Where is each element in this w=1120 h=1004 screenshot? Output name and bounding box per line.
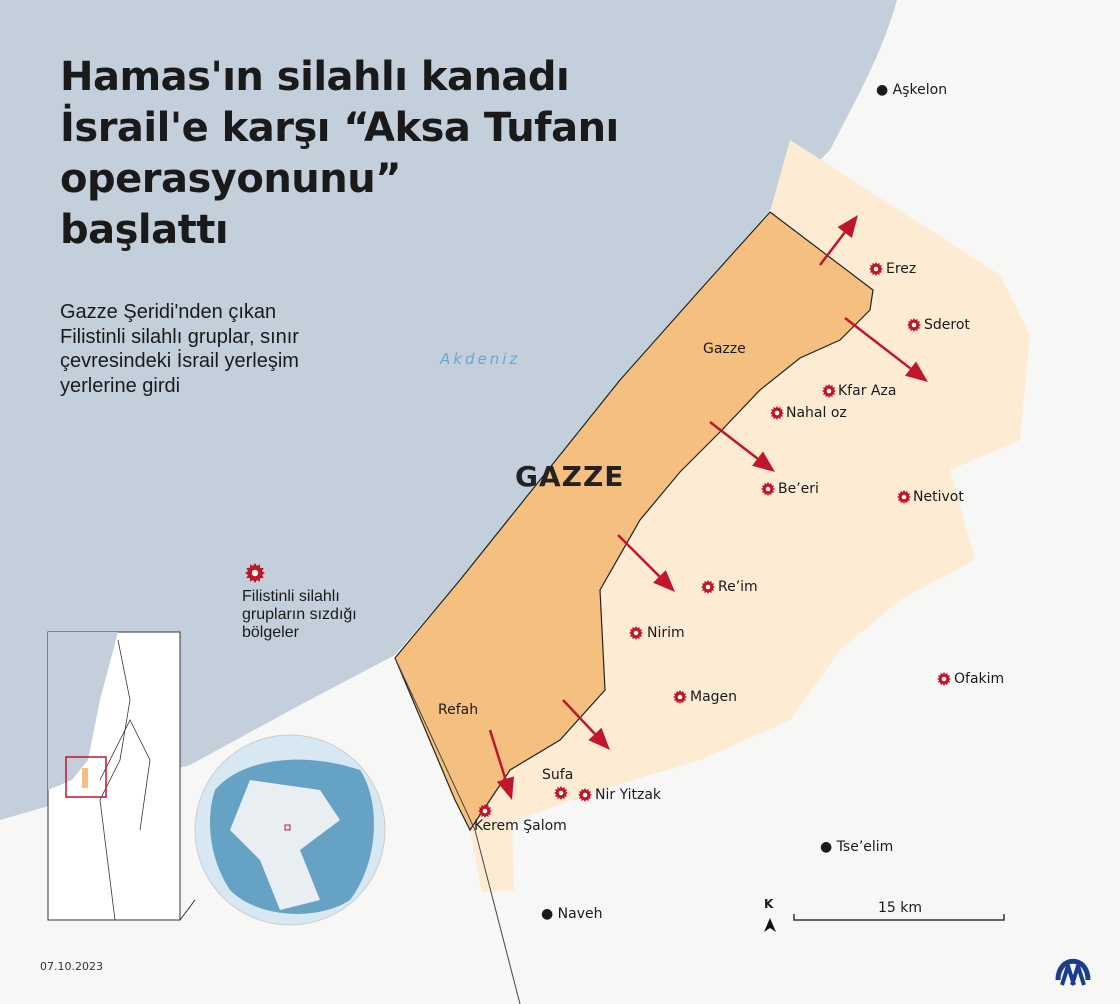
city-label-gazze: Gazze [703,341,746,357]
sea-area [0,0,897,820]
city-label: ● Aşkelon [876,82,948,98]
globe [194,734,386,926]
north-arrow-icon [764,918,776,932]
place-label: Erez [886,261,917,277]
subtitle-line: çevresindeki İsrail yerleşim [60,350,299,372]
title-line: İsrail'e karşı “Aksa Tufanı [60,105,619,151]
border-line [394,657,521,1004]
subtitle-line: Gazze Şeridi'nden çıkan [60,301,277,323]
place-label: Netivot [913,489,964,505]
place-label: Magen [690,689,738,705]
arrow-head-icon [653,570,675,592]
sea-label: Akdeniz [440,350,521,368]
title-line: operasyonunu” [60,156,402,202]
subtitle-line: Filistinli silahlı gruplar, sınır [60,325,299,348]
attack-arrow [819,231,846,266]
city-name: Tse’elim [836,839,894,855]
arrow-head-icon [588,727,610,750]
subtitle-line: yerlerine girdi [60,374,181,397]
place-label: Sufa [542,767,574,783]
attack-arrow [562,699,596,735]
north-label: K [764,897,774,911]
legend-label: grupların sızdığı [242,606,357,623]
place-label: Be’eri [778,481,819,497]
subtitle: Gazze Şeridi'nden çıkan Filistinli silah… [60,300,380,398]
arrow-head-icon [752,451,775,472]
arrow-head-icon [496,776,514,800]
city-name: Aşkelon [892,82,948,98]
page-title: Hamas'ın silahlı kanadı İsrail'e karşı “… [60,52,620,256]
date: 07.10.2023 [40,960,103,973]
region-label: GAZZE [515,460,625,493]
attack-arrows [488,215,928,800]
attack-arrow [488,729,507,780]
inset-map [47,631,196,921]
arrow-head-icon [905,361,928,382]
place-label: Re’im [718,579,758,595]
place-label: Nir Yitzak [595,787,662,803]
attack-markers [478,262,951,818]
scale-bar [793,914,1005,921]
title-line: Hamas'ın silahlı kanadı [60,54,570,100]
place-label: Ofakim [954,671,1005,687]
aa-logo [1055,958,1091,986]
place-label: Nirim [647,625,685,641]
place-label: Kfar Aza [838,383,897,399]
arrow-head-icon [837,215,858,238]
place-label: Kerem Şalom [474,818,567,834]
legend: Filistinli silahlı grupların sızdığı böl… [242,588,402,642]
city-label-refah: Refah [438,702,479,718]
place-label: Nahal oz [786,405,847,421]
city-label: ● Naveh [541,906,603,922]
legend-label: Filistinli silahlı [242,588,340,605]
attack-arrow [844,317,912,370]
legend-label: bölgeler [242,624,299,641]
legend-marker-icon [245,563,265,583]
attack-arrow [617,534,661,578]
city-name: Naveh [557,906,603,922]
title-line: başlattı [60,207,229,253]
attack-arrow [709,421,759,460]
gaza-strip [394,211,874,832]
place-label: Sderot [924,317,970,333]
scale-label: 15 km [878,900,923,916]
city-label: ● Tse’elim [820,839,894,855]
